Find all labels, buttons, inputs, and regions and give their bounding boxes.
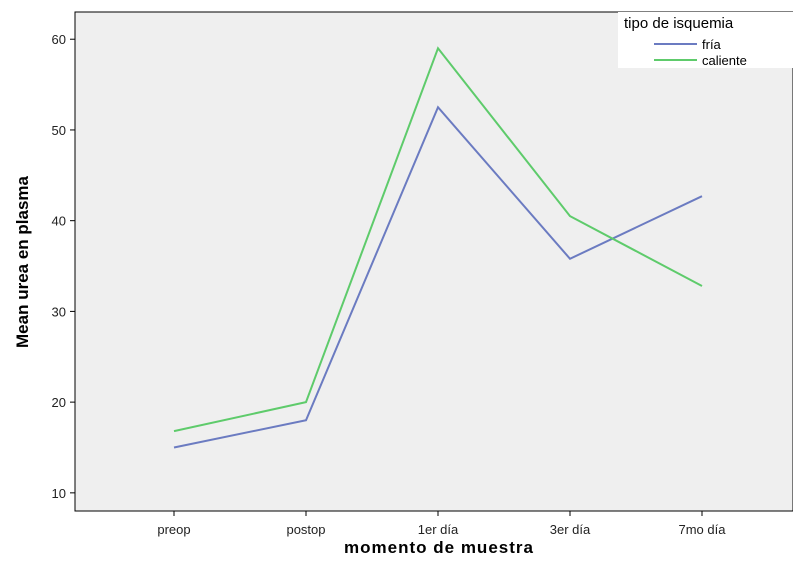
y-tick-label: 10 <box>52 486 66 501</box>
x-tick-label: 1er día <box>418 522 459 537</box>
x-tick-label: 3er día <box>550 522 591 537</box>
y-tick-label: 30 <box>52 304 66 319</box>
y-tick-label: 50 <box>52 123 66 138</box>
x-axis-title: momento de muestra <box>344 538 534 557</box>
y-axis-title: Mean urea en plasma <box>13 175 32 348</box>
legend-title: tipo de isquemia <box>624 15 734 32</box>
x-tick-label: postop <box>286 522 325 537</box>
series-line-fria <box>173 105 703 449</box>
x-tick-label: preop <box>157 522 190 537</box>
legend: tipo de isquemia fría caliente <box>618 12 793 68</box>
legend-label-fria: fría <box>702 37 722 52</box>
x-tick-label: 7mo día <box>679 522 727 537</box>
legend-box <box>618 12 793 68</box>
y-tick-label: 20 <box>52 395 66 410</box>
y-tick-label: 40 <box>52 214 66 229</box>
x-axis: preop postop 1er día 3er día 7mo día <box>157 511 726 537</box>
legend-label-caliente: caliente <box>702 53 747 68</box>
plot-area <box>74 11 793 512</box>
series-layer <box>173 46 703 449</box>
y-axis: 10 20 30 40 50 60 <box>52 32 75 501</box>
series-line-caliente <box>173 46 703 433</box>
y-tick-label: 60 <box>52 32 66 47</box>
